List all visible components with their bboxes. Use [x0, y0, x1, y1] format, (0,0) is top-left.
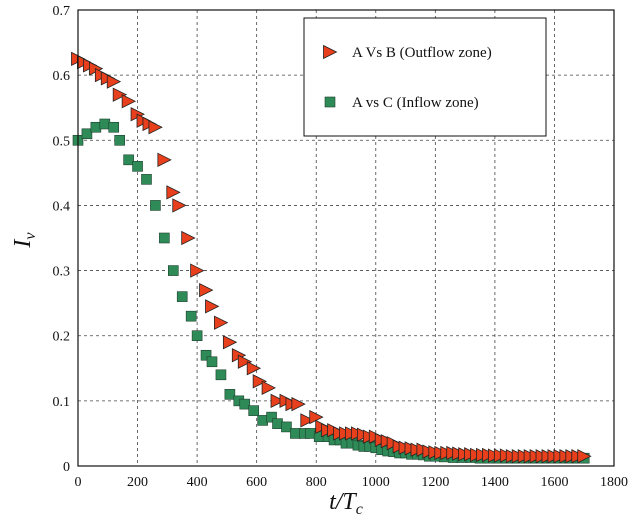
outflow-point [205, 299, 220, 314]
legend-marker-1 [324, 96, 336, 108]
legend-items: A Vs B (Outflow zone) A vs C (Inflow zone… [323, 44, 492, 111]
x-tick-label: 1600 [540, 475, 568, 490]
inflow-point [150, 200, 161, 211]
inflow-point [224, 389, 236, 400]
outflow-point [252, 374, 268, 389]
outflow-point [106, 74, 122, 89]
outflow-point [199, 282, 214, 298]
inflow-point [108, 121, 120, 133]
outflow-point [214, 315, 229, 330]
inflow-point [159, 232, 170, 244]
inflow-point [239, 398, 251, 410]
y-tick-label: 0.1 [53, 395, 71, 410]
outflow-point [222, 335, 238, 350]
legend-label-0: A Vs B (Outflow zone) [352, 45, 492, 61]
outflow-point [166, 185, 181, 200]
y-axis-label-subscript: v [22, 232, 39, 240]
y-tick-labels: 0 0.1 0.2 0.3 0.4 0.5 0.6 0.7 [53, 4, 71, 475]
inflow-point [281, 421, 292, 433]
data-points [71, 51, 592, 464]
inflow-point [185, 310, 197, 322]
inflow-point [99, 118, 111, 130]
inflow-point [90, 121, 102, 133]
x-tick-label: 1000 [362, 475, 390, 490]
inflow-point [167, 265, 179, 276]
x-tick-label: 400 [187, 475, 208, 490]
outflow-point [300, 413, 315, 428]
x-tick-label: 1200 [421, 475, 449, 490]
inflow-point [141, 174, 152, 185]
grid-lines [78, 10, 614, 466]
legend-box [303, 17, 547, 137]
inflow-point [206, 356, 218, 368]
outflow-point [270, 393, 285, 409]
inflow-point [272, 418, 283, 429]
inflow-point [257, 415, 268, 426]
inflow-point [114, 134, 125, 146]
outflow-point [172, 198, 187, 213]
y-tick-label: 0.5 [53, 134, 71, 149]
y-tick-label: 0.7 [53, 4, 71, 19]
outflow-point [148, 120, 163, 135]
inflow-point [81, 128, 93, 140]
outflow-point [181, 230, 196, 246]
x-tick-label: 600 [246, 475, 267, 490]
outflow-point [121, 94, 137, 109]
x-tick-label: 1800 [600, 475, 628, 490]
legend: A Vs B (Outflow zone) A vs C (Inflow zone… [303, 17, 547, 137]
x-tick-label: 200 [127, 475, 148, 490]
inflow-point [132, 161, 143, 172]
outflow-point [577, 449, 592, 464]
y-tick-label: 0.6 [53, 69, 71, 84]
y-tick-label: 0.4 [53, 199, 71, 214]
legend-label-1: A vs C (Inflow zone) [352, 95, 479, 111]
inflow-point [266, 411, 277, 423]
x-axis-label: t/Tc [329, 489, 363, 518]
inflow-point [290, 428, 301, 439]
inflow-point [248, 405, 259, 416]
x-axis-label-subscript: c [356, 501, 363, 518]
outflow-point [112, 87, 128, 102]
x-tick-label: 0 [75, 475, 82, 490]
x-tick-label: 1400 [481, 475, 509, 490]
outflow-point [190, 263, 205, 278]
outflow-point [237, 354, 253, 369]
outflow-point [261, 380, 276, 395]
inflow-point [123, 154, 134, 166]
y-tick-label: 0.3 [53, 265, 71, 280]
plot-frame [77, 9, 615, 467]
inflow-point [200, 349, 212, 361]
outflow-point [157, 152, 172, 167]
outflow-point [291, 396, 306, 412]
outflow-point [246, 361, 262, 376]
inflow-point [191, 330, 203, 342]
x-tick-label: 800 [306, 475, 327, 490]
x-tick-labels: 0 200 400 600 800 1000 1200 1400 1600 1800 [75, 475, 629, 490]
y-tick-label: 0 [63, 460, 70, 475]
inflow-point [304, 428, 316, 439]
inflow-point [176, 291, 188, 302]
legend-marker-0 [323, 44, 338, 60]
inflow-point [215, 369, 227, 381]
y-tick-label: 0.2 [53, 330, 71, 345]
y-axis-label: Iv [10, 232, 39, 249]
